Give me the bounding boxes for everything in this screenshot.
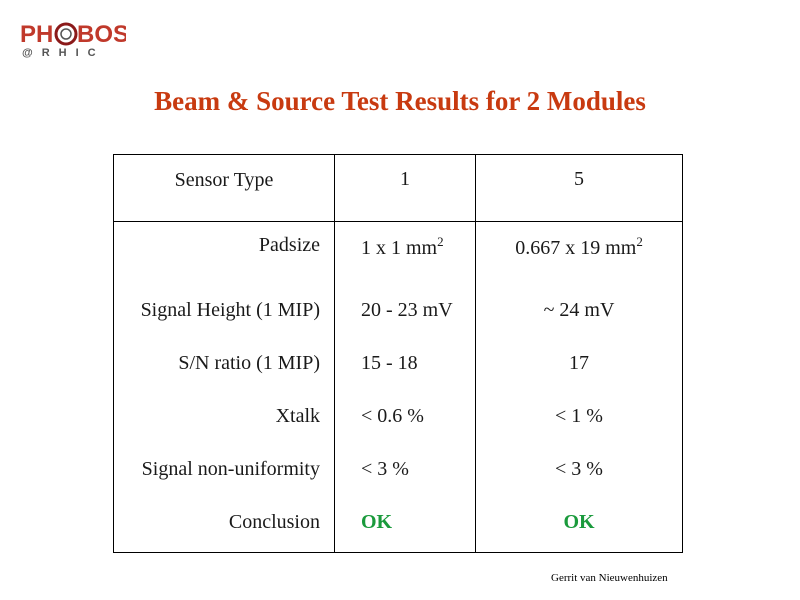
table-row: Conclusion OK OK xyxy=(113,499,683,553)
row-label: Conclusion xyxy=(228,511,320,533)
row-value-module1: 15 - 18 xyxy=(361,352,418,374)
row-value-module1: < 3 % xyxy=(361,458,409,480)
svg-text:BOS: BOS xyxy=(77,21,126,48)
phobos-logo-graphic: PH BOS @RHIC xyxy=(20,21,126,58)
row-value-module1: 1 x 1 mm2 xyxy=(361,234,444,259)
svg-text:PH: PH xyxy=(20,21,53,48)
row-value-module5: ~ 24 mV xyxy=(543,299,615,321)
table-row: Signal non-uniformity < 3 % < 3 % xyxy=(113,446,683,499)
results-table: Sensor Type 1 5 Padsize 1 x 1 mm2 0.667 … xyxy=(113,154,683,553)
row-label: S/N ratio (1 MIP) xyxy=(178,352,320,374)
header-module-1: 1 xyxy=(334,154,476,222)
table-row: S/N ratio (1 MIP) 15 - 18 17 xyxy=(113,340,683,393)
table-header-row: Sensor Type 1 5 xyxy=(113,154,683,222)
row-label: Signal non-uniformity xyxy=(141,458,320,480)
table-row: Padsize 1 x 1 mm2 0.667 x 19 mm2 xyxy=(113,221,683,287)
row-value-module5: < 3 % xyxy=(555,458,603,480)
table-row: Signal Height (1 MIP) 20 - 23 mV ~ 24 mV xyxy=(113,287,683,340)
conclusion-ok-module1: OK xyxy=(361,511,393,533)
svg-text:@RHIC: @RHIC xyxy=(22,47,105,58)
row-label: Xtalk xyxy=(275,405,320,427)
row-value-module5: < 1 % xyxy=(555,405,603,427)
table-row: Xtalk < 0.6 % < 1 % xyxy=(113,393,683,446)
slide-title: Beam & Source Test Results for 2 Modules xyxy=(154,86,646,116)
header-module-5: 5 xyxy=(475,154,683,222)
row-value-module5: 17 xyxy=(569,352,589,374)
row-value-module5: 0.667 x 19 mm2 xyxy=(515,234,643,259)
header-sensor-type: Sensor Type xyxy=(113,154,335,222)
row-label: Padsize xyxy=(258,234,320,256)
row-value-module1: 20 - 23 mV xyxy=(361,299,453,321)
row-label: Signal Height (1 MIP) xyxy=(140,299,320,321)
author-footer: Gerrit van Nieuwenhuizen xyxy=(551,572,668,584)
row-value-module1: < 0.6 % xyxy=(361,405,424,427)
conclusion-ok-module5: OK xyxy=(563,511,595,533)
phobos-logo: PH BOS @RHIC xyxy=(20,20,126,58)
